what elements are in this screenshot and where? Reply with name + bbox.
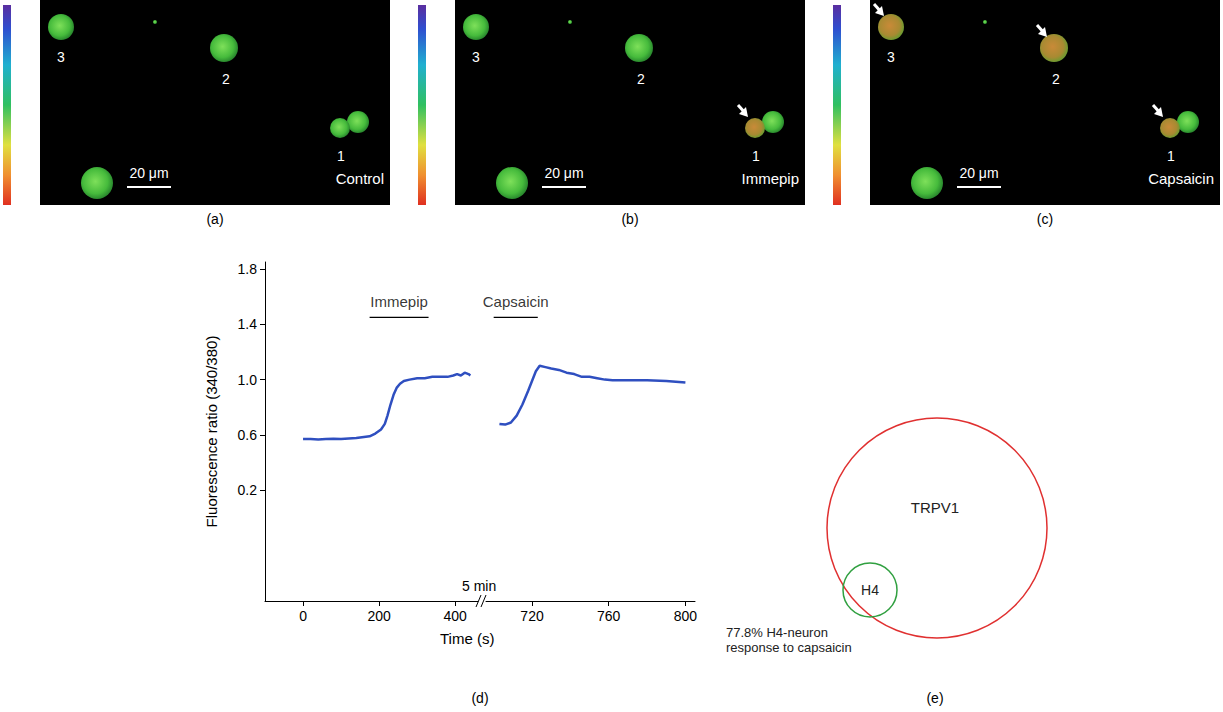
- svg-text:2: 2: [637, 71, 645, 87]
- svg-text:(a): (a): [206, 211, 223, 227]
- svg-text:Immepip: Immepip: [741, 170, 799, 187]
- svg-text:Capsaicin: Capsaicin: [483, 293, 549, 310]
- svg-text:77.8% H4-neuron: 77.8% H4-neuron: [726, 625, 828, 640]
- svg-text:Fluorescence ratio (340/380): Fluorescence ratio (340/380): [203, 336, 220, 528]
- svg-text:1.8: 1.8: [238, 261, 258, 277]
- svg-text:Time (s): Time (s): [440, 630, 494, 647]
- svg-text:1: 1: [1167, 148, 1175, 164]
- svg-text:response to capsaicin: response to capsaicin: [726, 640, 852, 655]
- svg-text:20 μm: 20 μm: [129, 165, 168, 181]
- svg-text:5 min: 5 min: [462, 578, 496, 594]
- svg-text:3: 3: [57, 49, 65, 65]
- svg-text:1: 1: [337, 148, 345, 164]
- svg-text:3: 3: [887, 49, 895, 65]
- svg-text:1.4: 1.4: [238, 316, 258, 332]
- svg-text:1: 1: [752, 148, 760, 164]
- svg-text:720: 720: [520, 608, 544, 624]
- svg-text:Immepip: Immepip: [370, 293, 428, 310]
- svg-text:Capsaicin: Capsaicin: [1148, 170, 1214, 187]
- svg-text:2: 2: [1052, 71, 1060, 87]
- svg-text:2: 2: [222, 71, 230, 87]
- svg-text:H4: H4: [861, 582, 879, 598]
- svg-text:(b): (b): [621, 211, 638, 227]
- svg-text:20 μm: 20 μm: [544, 165, 583, 181]
- svg-text:Control: Control: [336, 170, 384, 187]
- svg-text:760: 760: [597, 608, 621, 624]
- svg-text:(e): (e): [926, 690, 943, 706]
- svg-text:200: 200: [367, 608, 391, 624]
- svg-text:1.0: 1.0: [238, 372, 258, 388]
- svg-text:(c): (c): [1037, 211, 1053, 227]
- svg-text:0.2: 0.2: [238, 482, 258, 498]
- svg-text:800: 800: [674, 608, 698, 624]
- svg-text:3: 3: [472, 49, 480, 65]
- svg-text:0.6: 0.6: [238, 427, 258, 443]
- svg-text:TRPV1: TRPV1: [911, 499, 959, 516]
- svg-text:400: 400: [443, 608, 467, 624]
- svg-text:20 μm: 20 μm: [959, 165, 998, 181]
- svg-text:0: 0: [299, 608, 307, 624]
- svg-text:(d): (d): [471, 690, 488, 706]
